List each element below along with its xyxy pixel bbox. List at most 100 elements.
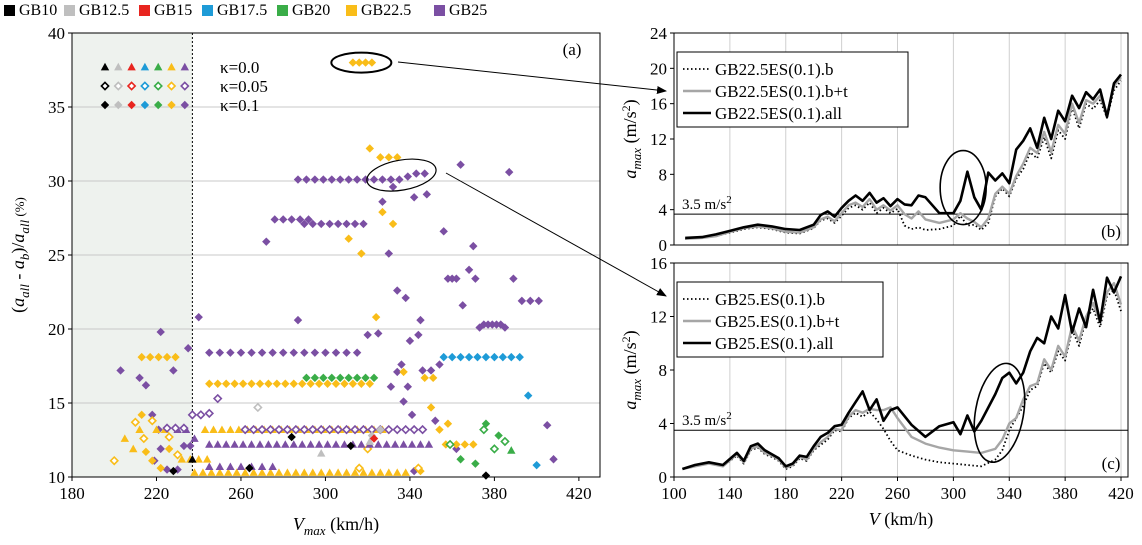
data-point [169, 466, 178, 476]
data-point [148, 410, 157, 420]
data-point [170, 423, 181, 433]
data-point [248, 424, 259, 435]
data-point [515, 352, 524, 362]
data-point [179, 441, 189, 451]
data-point [226, 348, 235, 357]
data-point [399, 367, 408, 377]
data-point [255, 440, 265, 448]
data-point [492, 320, 501, 329]
y-tick-label: 8 [659, 361, 668, 380]
data-point [507, 446, 516, 454]
legend-label: GB20 [292, 2, 330, 19]
data-point [270, 215, 279, 224]
data-point [344, 234, 353, 243]
y-tick-label: 4 [659, 201, 668, 220]
data-point [479, 320, 489, 329]
data-point [221, 440, 231, 448]
data-point [471, 274, 480, 283]
data-point [376, 153, 385, 162]
y-tick-label: 12 [650, 130, 667, 149]
data-point [365, 144, 374, 153]
data-point [116, 366, 125, 375]
data-point [378, 175, 387, 184]
data-point [224, 468, 233, 476]
data-point [488, 320, 497, 329]
data-point [388, 219, 398, 229]
data-point [302, 175, 311, 184]
data-point [367, 468, 377, 476]
data-point [376, 425, 385, 434]
data-point [257, 424, 267, 435]
legend-label: GB22.5ES(0.1).b+t [715, 82, 848, 101]
series-gb15-0-1 [369, 434, 379, 443]
x-tick-label: 180 [59, 484, 85, 503]
data-point [395, 175, 404, 184]
x-tick-label: 380 [482, 484, 508, 503]
data-point [127, 100, 136, 110]
x-tick-label: 420 [566, 484, 592, 503]
x-tick-label: 220 [829, 484, 855, 503]
data-point [186, 441, 195, 451]
data-point [314, 379, 324, 388]
data-point [281, 379, 290, 388]
data-point [393, 153, 402, 162]
x-tick-label: 300 [941, 484, 967, 503]
data-point [357, 440, 366, 448]
data-point [298, 379, 307, 388]
data-point [393, 367, 402, 377]
data-point [327, 175, 336, 184]
data-point [413, 463, 424, 473]
threshold-label: 3.5 m/s2 [682, 410, 732, 429]
data-point [357, 249, 366, 258]
data-point [207, 468, 216, 476]
panel-label: (a) [563, 40, 582, 59]
data-point [384, 468, 393, 476]
data-point [268, 462, 277, 470]
data-point [162, 352, 172, 362]
data-point [198, 468, 208, 476]
data-point [473, 352, 482, 362]
data-point [422, 190, 432, 199]
x-tick-label: 220 [144, 484, 170, 503]
data-point [325, 219, 334, 229]
data-point [154, 100, 163, 110]
data-point [156, 444, 165, 454]
data-point [205, 379, 214, 388]
data-point [129, 444, 138, 453]
data-point [367, 58, 377, 67]
data-point [483, 320, 493, 329]
data-point [205, 440, 214, 448]
legend-label: GB22.5ES(0.1).all [715, 104, 842, 123]
data-point [310, 373, 320, 383]
y-axis-label: amax (m/s2) [619, 99, 644, 178]
data-point [236, 462, 246, 470]
series-gb12-5-0-0 [317, 437, 374, 457]
data-point [386, 382, 396, 391]
data-point [291, 424, 301, 435]
data-point [190, 434, 199, 442]
data-point [293, 315, 303, 325]
data-point [469, 241, 478, 251]
data-point [164, 432, 174, 442]
line-legend: GB25.ES(0.1).b GB25.ES(0.1).b+t GB25.ES(0.… [676, 281, 884, 358]
data-point [215, 468, 225, 476]
data-point [314, 440, 324, 448]
data-point [439, 227, 448, 236]
data-point [393, 468, 402, 476]
series-line [682, 281, 1123, 471]
highlight-ellipse [939, 149, 987, 226]
x-tick-label: 180 [773, 484, 799, 503]
data-point [443, 419, 453, 428]
data-point [147, 416, 157, 426]
data-point [471, 459, 480, 468]
data-point [127, 62, 136, 71]
data-point [316, 424, 326, 435]
data-point [310, 348, 320, 357]
y-tick-label: 20 [48, 320, 65, 339]
data-point [272, 379, 282, 388]
data-point [298, 440, 307, 448]
data-point [417, 424, 428, 435]
data-point [369, 434, 379, 443]
data-point [100, 62, 110, 71]
data-point [509, 274, 518, 283]
